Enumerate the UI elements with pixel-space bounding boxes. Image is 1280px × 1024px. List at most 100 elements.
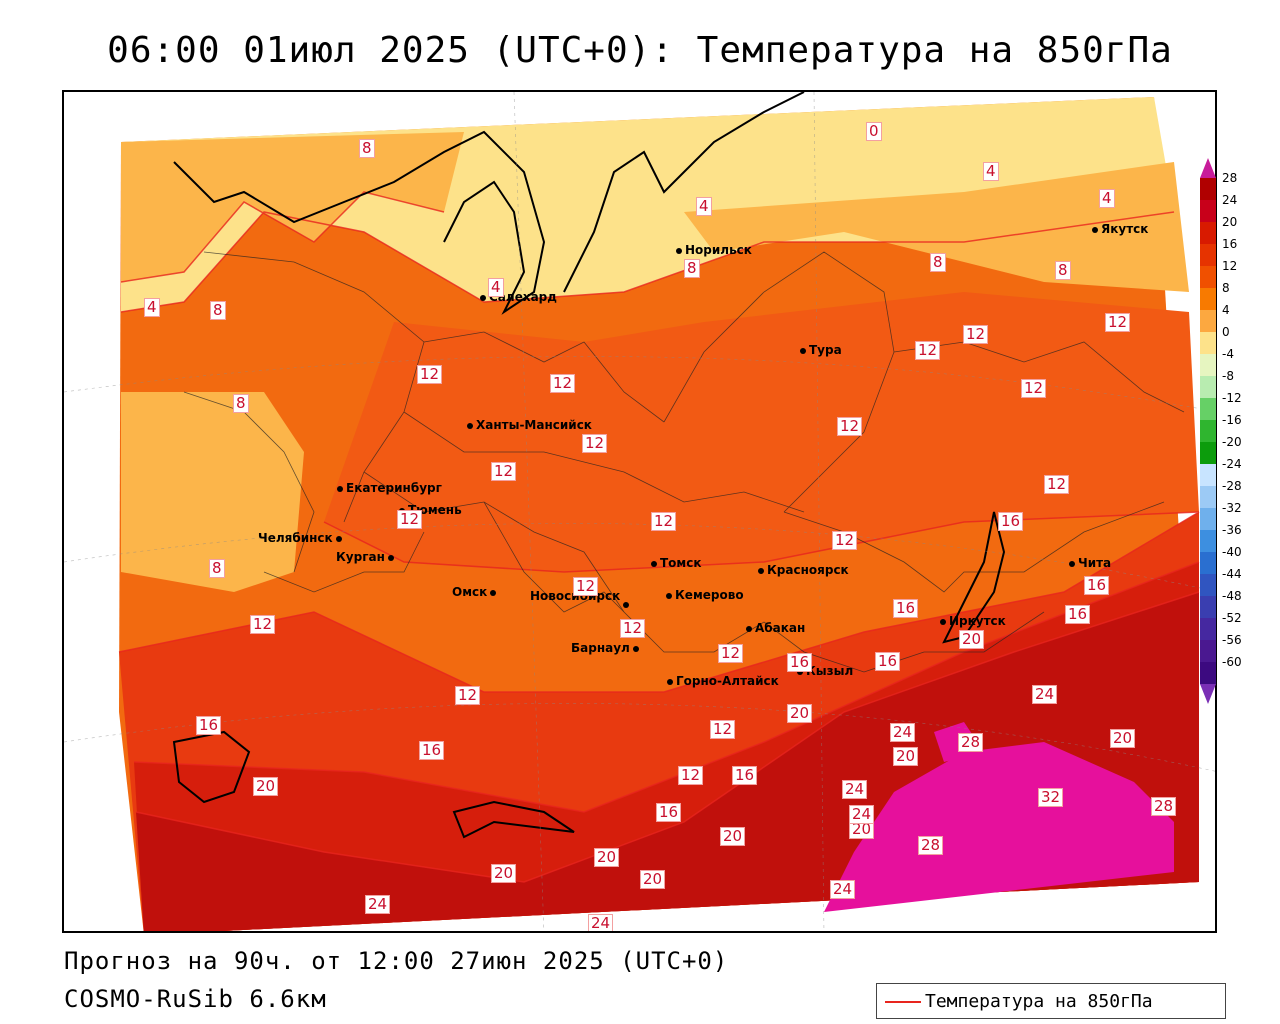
scale-label: 24 — [1222, 193, 1238, 207]
contour-label: 8 — [233, 394, 249, 413]
contour-label: 12 — [250, 615, 276, 634]
scale-segment — [1200, 662, 1216, 684]
scale-label: -12 — [1222, 391, 1242, 405]
contour-label: 20 — [640, 870, 666, 889]
contour-label: 12 — [397, 510, 423, 529]
city-marker-icon — [337, 485, 343, 492]
scale-label: -8 — [1222, 369, 1234, 383]
contour-label: 16 — [732, 766, 758, 785]
contour-label: 20 — [594, 848, 620, 867]
contour-label: 24 — [890, 723, 916, 742]
contour-label: 12 — [582, 434, 608, 453]
contour-label: 12 — [710, 720, 736, 739]
scale-label: -60 — [1222, 655, 1242, 669]
color-scale-bar — [1200, 158, 1216, 704]
scale-label: -4 — [1222, 347, 1234, 361]
contour-label: 12 — [678, 766, 704, 785]
city-marker-icon — [666, 592, 672, 599]
city-marker-icon — [940, 618, 946, 625]
contour-label: 32 — [1038, 788, 1064, 807]
contour-label: 8 — [210, 301, 226, 320]
contour-label: 24 — [830, 880, 856, 899]
scale-top-arrow — [1200, 158, 1216, 178]
scale-segment — [1200, 464, 1216, 486]
city-marker-icon — [623, 602, 630, 608]
contour-label: 12 — [832, 531, 858, 550]
city-marker-icon — [758, 567, 764, 574]
scale-segment — [1200, 398, 1216, 420]
legend: Температура на 850гПа — [876, 983, 1226, 1019]
contour-label: 12 — [491, 462, 517, 481]
scale-label: 0 — [1222, 325, 1230, 339]
contour-label: 20 — [787, 704, 813, 723]
scale-label: -36 — [1222, 523, 1242, 537]
city-yakutsk: Якутск — [1092, 223, 1148, 235]
contour-label: 16 — [1065, 605, 1091, 624]
scale-segment — [1200, 178, 1216, 200]
city-kurgan: Курган — [336, 551, 397, 563]
contour-label: 24 — [1032, 685, 1058, 704]
contour-label: 20 — [959, 630, 985, 649]
city-marker-icon — [651, 560, 657, 567]
contour-label: 12 — [651, 512, 677, 531]
city-marker-icon — [387, 554, 394, 561]
scale-label: -24 — [1222, 457, 1242, 471]
contour-label: 12 — [455, 686, 481, 705]
contour-label: 28 — [1151, 797, 1177, 816]
contour-label: 28 — [918, 836, 944, 855]
city-chita: Чита — [1069, 557, 1111, 569]
scale-segment — [1200, 244, 1216, 266]
scale-label: -32 — [1222, 501, 1242, 515]
contour-label: 12 — [1105, 313, 1131, 332]
city-marker-icon — [480, 294, 486, 301]
scale-label: -52 — [1222, 611, 1242, 625]
scale-label: 4 — [1222, 303, 1230, 317]
scale-label: 20 — [1222, 215, 1238, 229]
scale-segment — [1200, 288, 1216, 310]
contour-label: 24 — [849, 805, 875, 824]
scale-segment — [1200, 332, 1216, 354]
contour-label: 8 — [359, 139, 375, 158]
contour-label: 12 — [417, 365, 443, 384]
legend-label: Температура на 850гПа — [925, 991, 1153, 1012]
scale-label: -48 — [1222, 589, 1242, 603]
scale-segment — [1200, 596, 1216, 618]
scale-label: -20 — [1222, 435, 1242, 449]
scale-segment — [1200, 222, 1216, 244]
city-krasnoyarsk: Красноярск — [758, 564, 849, 576]
city-marker-icon — [667, 678, 673, 685]
map-title: 06:00 01июл 2025 (UTC+0): Температура на… — [107, 30, 1173, 71]
city-marker-icon — [746, 625, 752, 632]
contour-label: 20 — [849, 820, 875, 839]
city-marker-icon — [800, 347, 806, 354]
contour-label: 4 — [696, 197, 712, 216]
contour-label: 12 — [963, 325, 989, 344]
city-abakan: Абакан — [746, 622, 805, 634]
model-name: COSMO-RuSib 6.6км — [64, 985, 327, 1013]
contour-label: 12 — [1044, 475, 1070, 494]
city-chelyabinsk: Челябинск — [258, 532, 345, 544]
scale-bottom-arrow — [1200, 684, 1216, 704]
contour-label: 4 — [488, 278, 504, 297]
city-marker-icon — [632, 645, 639, 652]
city-marker-icon — [335, 535, 342, 542]
contour-label: 20 — [1110, 729, 1136, 748]
city-kemerovo: Кемерово — [666, 589, 744, 601]
scale-label: 12 — [1222, 259, 1238, 273]
contour-label: 12 — [620, 619, 646, 638]
contour-label: 16 — [656, 803, 682, 822]
contour-label: 16 — [419, 741, 445, 760]
contour-label: 0 — [866, 122, 882, 141]
contour-label: 8 — [930, 253, 946, 272]
scale-segment — [1200, 200, 1216, 222]
contour-label: 16 — [998, 512, 1024, 531]
scale-segment — [1200, 354, 1216, 376]
contour-label: 20 — [893, 747, 919, 766]
scale-segment — [1200, 266, 1216, 288]
contour-label: 16 — [1084, 576, 1110, 595]
contour-label: 8 — [209, 559, 225, 578]
contour-label: 16 — [787, 653, 813, 672]
contour-label: 8 — [1055, 261, 1071, 280]
contour-label: 12 — [915, 341, 941, 360]
scale-segment — [1200, 376, 1216, 398]
